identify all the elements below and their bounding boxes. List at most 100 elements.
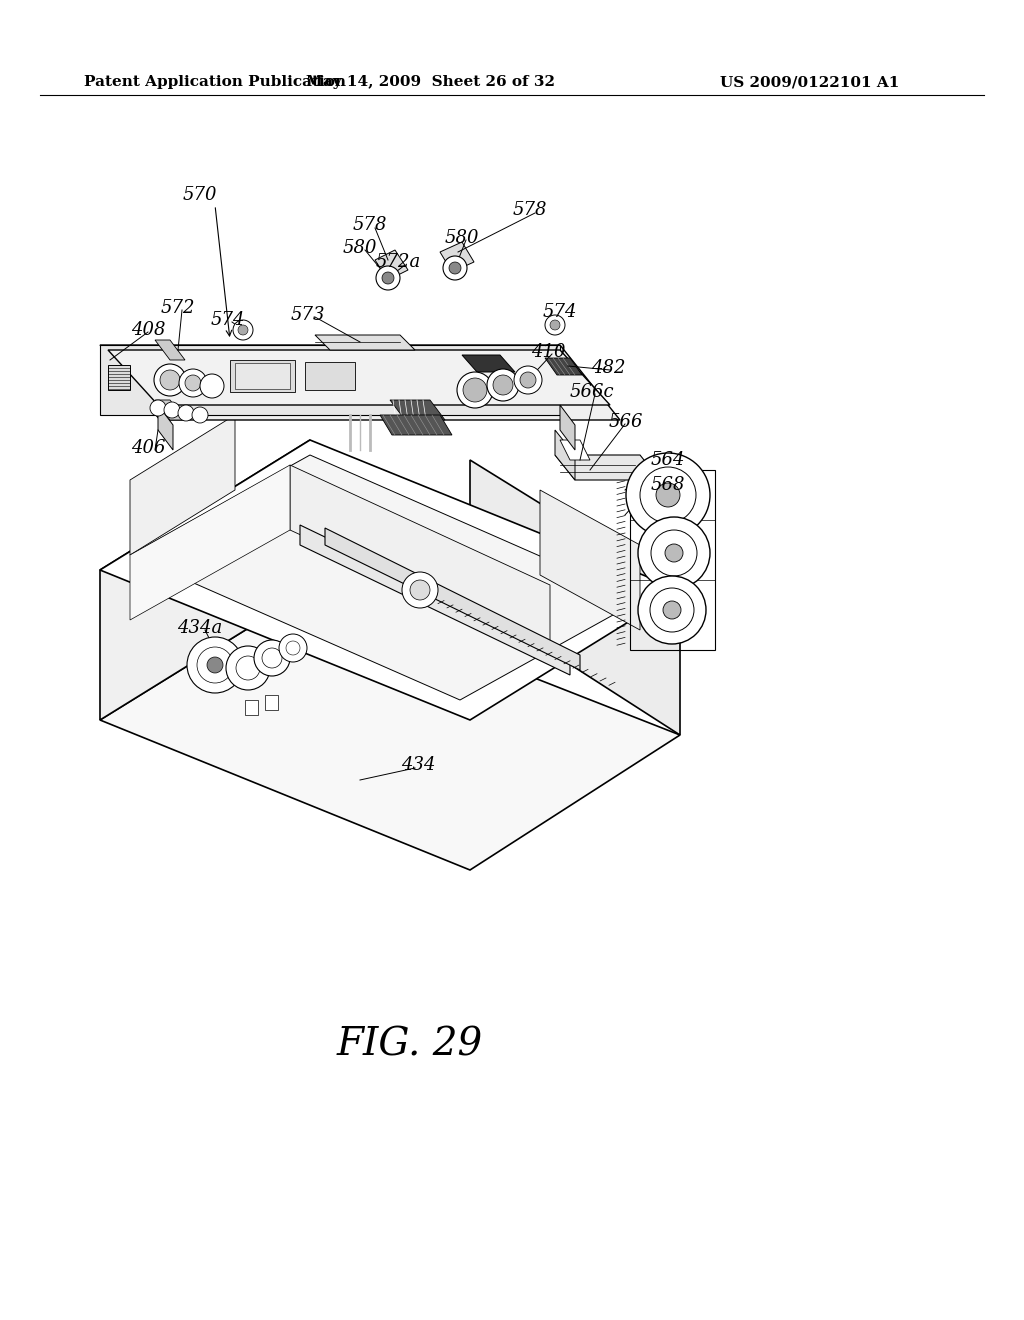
Circle shape xyxy=(382,272,394,284)
Polygon shape xyxy=(470,459,680,735)
Text: 572: 572 xyxy=(161,300,196,317)
Text: Patent Application Publication: Patent Application Publication xyxy=(84,75,346,88)
Text: May 14, 2009  Sheet 26 of 32: May 14, 2009 Sheet 26 of 32 xyxy=(305,75,555,88)
Circle shape xyxy=(262,648,282,668)
Circle shape xyxy=(520,372,536,388)
Polygon shape xyxy=(290,465,550,649)
Polygon shape xyxy=(462,355,515,372)
Circle shape xyxy=(207,657,223,673)
Circle shape xyxy=(233,319,253,341)
Polygon shape xyxy=(555,455,660,480)
Circle shape xyxy=(457,372,493,408)
Polygon shape xyxy=(100,345,620,420)
Bar xyxy=(234,363,290,389)
Text: FIG. 29: FIG. 29 xyxy=(337,1027,483,1064)
Circle shape xyxy=(179,370,207,397)
Circle shape xyxy=(187,638,243,693)
Polygon shape xyxy=(265,696,278,710)
Circle shape xyxy=(402,572,438,609)
Text: 410: 410 xyxy=(530,343,565,360)
Polygon shape xyxy=(390,400,445,420)
Polygon shape xyxy=(108,350,610,405)
Circle shape xyxy=(254,640,290,676)
Text: 578: 578 xyxy=(352,216,387,234)
Polygon shape xyxy=(325,528,580,671)
Polygon shape xyxy=(100,440,680,719)
Text: 570: 570 xyxy=(182,186,217,205)
Circle shape xyxy=(487,370,519,401)
Polygon shape xyxy=(315,335,415,350)
Polygon shape xyxy=(158,405,173,450)
Circle shape xyxy=(193,407,208,422)
Polygon shape xyxy=(300,525,570,675)
Circle shape xyxy=(154,364,186,396)
Polygon shape xyxy=(108,366,130,389)
Text: US 2009/0122101 A1: US 2009/0122101 A1 xyxy=(720,75,899,88)
Text: 574: 574 xyxy=(543,304,578,321)
Text: 564: 564 xyxy=(650,451,685,469)
Circle shape xyxy=(238,325,248,335)
Text: 406: 406 xyxy=(131,440,165,457)
Polygon shape xyxy=(155,341,185,360)
Polygon shape xyxy=(100,440,310,719)
Polygon shape xyxy=(555,430,575,480)
Circle shape xyxy=(200,374,224,399)
Circle shape xyxy=(164,403,180,418)
Polygon shape xyxy=(440,242,474,272)
Polygon shape xyxy=(375,249,408,280)
Text: 434: 434 xyxy=(400,756,435,774)
Polygon shape xyxy=(155,400,185,420)
Circle shape xyxy=(650,587,694,632)
Circle shape xyxy=(236,656,260,680)
Circle shape xyxy=(638,576,706,644)
Circle shape xyxy=(640,467,696,523)
Circle shape xyxy=(279,634,307,663)
Polygon shape xyxy=(100,345,560,414)
Circle shape xyxy=(376,267,400,290)
Circle shape xyxy=(651,531,697,576)
Polygon shape xyxy=(130,455,640,700)
Text: 578: 578 xyxy=(513,201,547,219)
Text: 580: 580 xyxy=(444,228,479,247)
Circle shape xyxy=(656,483,680,507)
Circle shape xyxy=(493,375,513,395)
Circle shape xyxy=(463,378,487,403)
Polygon shape xyxy=(560,405,575,450)
Polygon shape xyxy=(545,358,582,375)
Circle shape xyxy=(160,370,180,389)
Polygon shape xyxy=(245,700,258,715)
Bar xyxy=(305,362,355,389)
Circle shape xyxy=(550,319,560,330)
Text: 566: 566 xyxy=(608,413,643,432)
Text: 572a: 572a xyxy=(376,253,421,271)
Text: 568: 568 xyxy=(650,477,685,494)
Text: 580: 580 xyxy=(343,239,377,257)
Circle shape xyxy=(665,544,683,562)
Text: 573: 573 xyxy=(291,306,326,323)
Circle shape xyxy=(178,405,194,421)
Polygon shape xyxy=(560,440,590,459)
Polygon shape xyxy=(130,465,290,620)
Circle shape xyxy=(410,579,430,601)
Circle shape xyxy=(626,453,710,537)
Bar xyxy=(230,360,295,392)
Text: 574: 574 xyxy=(211,312,246,329)
Circle shape xyxy=(286,642,300,655)
Text: 408: 408 xyxy=(131,321,165,339)
Polygon shape xyxy=(380,414,452,436)
Circle shape xyxy=(514,366,542,393)
Circle shape xyxy=(185,375,201,391)
Text: 566c: 566c xyxy=(569,383,614,401)
Polygon shape xyxy=(100,590,680,870)
Circle shape xyxy=(150,400,166,416)
Text: 434a: 434a xyxy=(177,619,222,638)
Text: 482: 482 xyxy=(591,359,626,378)
Circle shape xyxy=(197,647,233,682)
Circle shape xyxy=(638,517,710,589)
Circle shape xyxy=(545,315,565,335)
Circle shape xyxy=(449,261,461,275)
Circle shape xyxy=(443,256,467,280)
Circle shape xyxy=(663,601,681,619)
Circle shape xyxy=(226,645,270,690)
Polygon shape xyxy=(540,490,640,630)
